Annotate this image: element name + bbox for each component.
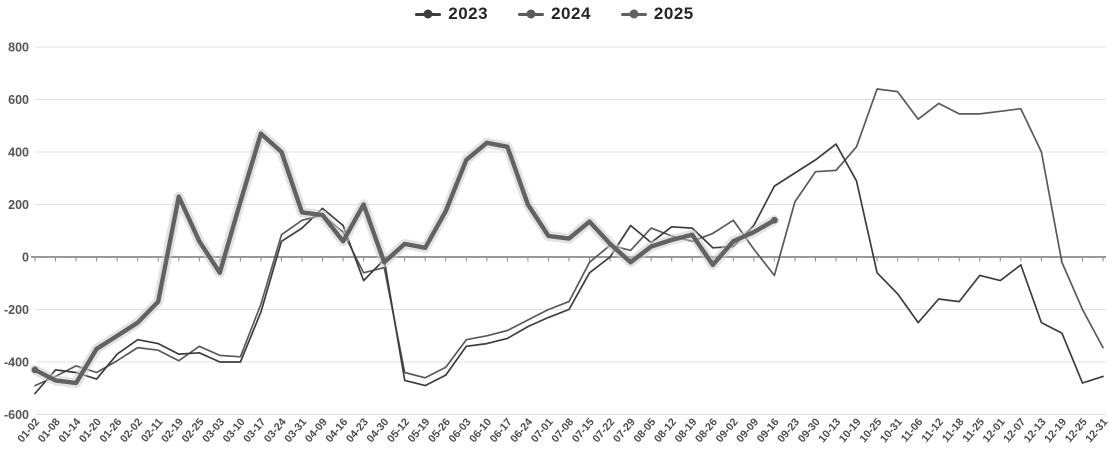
x-axis-tick-label: 02-19 <box>159 416 186 445</box>
x-axis-tick-label: 07-15 <box>570 416 597 445</box>
legend-label-2025: 2025 <box>653 4 694 23</box>
series-2025-line <box>32 131 777 386</box>
y-axis-tick-label: 400 <box>8 145 29 159</box>
y-axis-tick-label: 600 <box>8 93 29 107</box>
x-axis-tick-label: 01-08 <box>36 416 63 445</box>
x-axis-tick-label: 06-17 <box>488 416 515 445</box>
x-axis-tick-label: 12-31 <box>1083 416 1109 445</box>
x-axis-tick-label: 03-17 <box>241 416 268 445</box>
x-axis-tick-label: 10-31 <box>878 416 905 445</box>
x-axis-tick-label: 12-13 <box>1022 416 1049 445</box>
x-axis-tick-label: 12-19 <box>1042 416 1069 445</box>
x-axis-tick-label: 02-02 <box>118 416 145 445</box>
x-axis-tick-label: 11-06 <box>899 416 926 444</box>
x-axis-tick-label: 01-26 <box>98 416 125 445</box>
x-axis-tick-label: 04-09 <box>303 416 330 445</box>
x-axis-tick-label: 07-29 <box>611 416 638 445</box>
x-axis-tick-label: 10-13 <box>816 416 843 445</box>
x-axis-tick-label: 11-12 <box>919 416 946 444</box>
x-axis-tick-label: 04-16 <box>323 416 350 445</box>
chart-legend: 2023 2024 2025 <box>0 4 1109 24</box>
x-axis-tick-label: 03-10 <box>221 416 248 445</box>
x-axis-tick-label: 05-26 <box>426 416 453 445</box>
x-axis-tick-label: 09-09 <box>734 416 761 445</box>
y-axis-tick-label: 800 <box>8 40 29 54</box>
series-2025-end-dot <box>770 216 778 224</box>
x-axis-tick-label: 03-24 <box>262 416 289 445</box>
x-axis-tick-label: 10-19 <box>837 416 864 445</box>
x-axis-tick-label: 07-22 <box>590 416 617 445</box>
x-axis-tick-label: 04-30 <box>365 416 392 445</box>
x-axis-tick-label: 03-31 <box>282 416 309 445</box>
x-axis-tick-label: 02-25 <box>180 416 207 445</box>
x-axis-tick-label: 07-01 <box>529 416 556 445</box>
legend-label-2023: 2023 <box>448 4 489 23</box>
x-axis-tick-label: 06-03 <box>447 416 474 445</box>
y-axis-tick-label: -200 <box>4 303 29 317</box>
y-axis-tick-label: -600 <box>4 408 29 422</box>
series-2023-line <box>34 143 1104 395</box>
legend-item-2024: 2024 <box>518 4 591 24</box>
x-axis-tick-label: 05-19 <box>406 416 433 445</box>
x-axis-tick-label: 07-08 <box>549 416 576 445</box>
x-axis-tick-label: 06-24 <box>508 416 535 445</box>
legend-label-2024: 2024 <box>551 4 591 23</box>
x-axis-tick-label: 08-05 <box>632 416 659 445</box>
x-axis-tick-label: 03-03 <box>200 416 227 445</box>
x-axis-tick-label: 08-26 <box>693 416 720 445</box>
y-axis-tick-label: -400 <box>4 355 29 369</box>
x-axis-tick-label: 12-25 <box>1063 416 1090 445</box>
x-axis-tick-label: 09-16 <box>755 416 782 445</box>
x-axis-tick-label: 09-02 <box>714 416 741 445</box>
y-axis-tick-label: 200 <box>8 198 29 212</box>
x-axis-tick-label: 08-19 <box>673 416 700 445</box>
y-axis-tick-label: 0 <box>22 250 29 264</box>
x-axis-tick-label: 09-30 <box>796 416 823 445</box>
legend-marker-2025-icon <box>620 9 647 19</box>
x-axis-tick-label: 04-23 <box>344 416 371 445</box>
legend-marker-2023-icon <box>415 9 442 19</box>
legend-item-2025: 2025 <box>620 4 694 24</box>
x-axis-tick-label: 01-20 <box>77 416 104 445</box>
series-2025-start-dot <box>31 366 39 374</box>
x-axis-tick-label: 06-10 <box>467 416 494 445</box>
x-axis-tick-label: 09-23 <box>775 416 802 445</box>
x-axis-tick-label: 01-14 <box>56 416 83 445</box>
legend-item-2023: 2023 <box>415 4 488 24</box>
series-2024-line <box>34 88 1104 387</box>
x-axis-tick-label: 08-12 <box>652 416 679 445</box>
x-axis-tick-label: 12-01 <box>981 416 1008 445</box>
x-axis-tick-label: 11-18 <box>940 416 967 444</box>
legend-marker-2024-icon <box>518 9 545 19</box>
x-axis-tick-label: 12-07 <box>1001 416 1028 445</box>
x-axis-tick-label: 10-25 <box>857 416 884 445</box>
x-axis-tick-label: 05-12 <box>385 416 412 445</box>
